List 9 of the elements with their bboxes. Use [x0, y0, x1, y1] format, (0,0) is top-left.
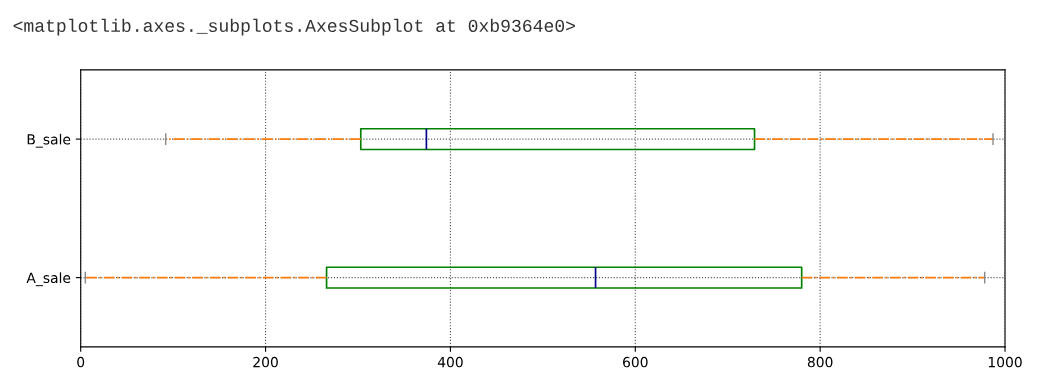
x-tick-label: 600	[623, 356, 648, 368]
x-tick-label: 800	[807, 356, 833, 368]
y-tick-label: A_sale	[26, 272, 71, 287]
y-tick-label: B_sale	[27, 133, 71, 148]
x-tick-label: 400	[437, 356, 463, 368]
text: <matplotlib.axes._subplots.AxesSubplot at 0xb9364e0>	[13, 18, 575, 36]
x-tick-label: 0	[77, 356, 85, 368]
x-tick-label: 1000	[988, 356, 1022, 368]
x-tick-label: 200	[253, 356, 278, 368]
